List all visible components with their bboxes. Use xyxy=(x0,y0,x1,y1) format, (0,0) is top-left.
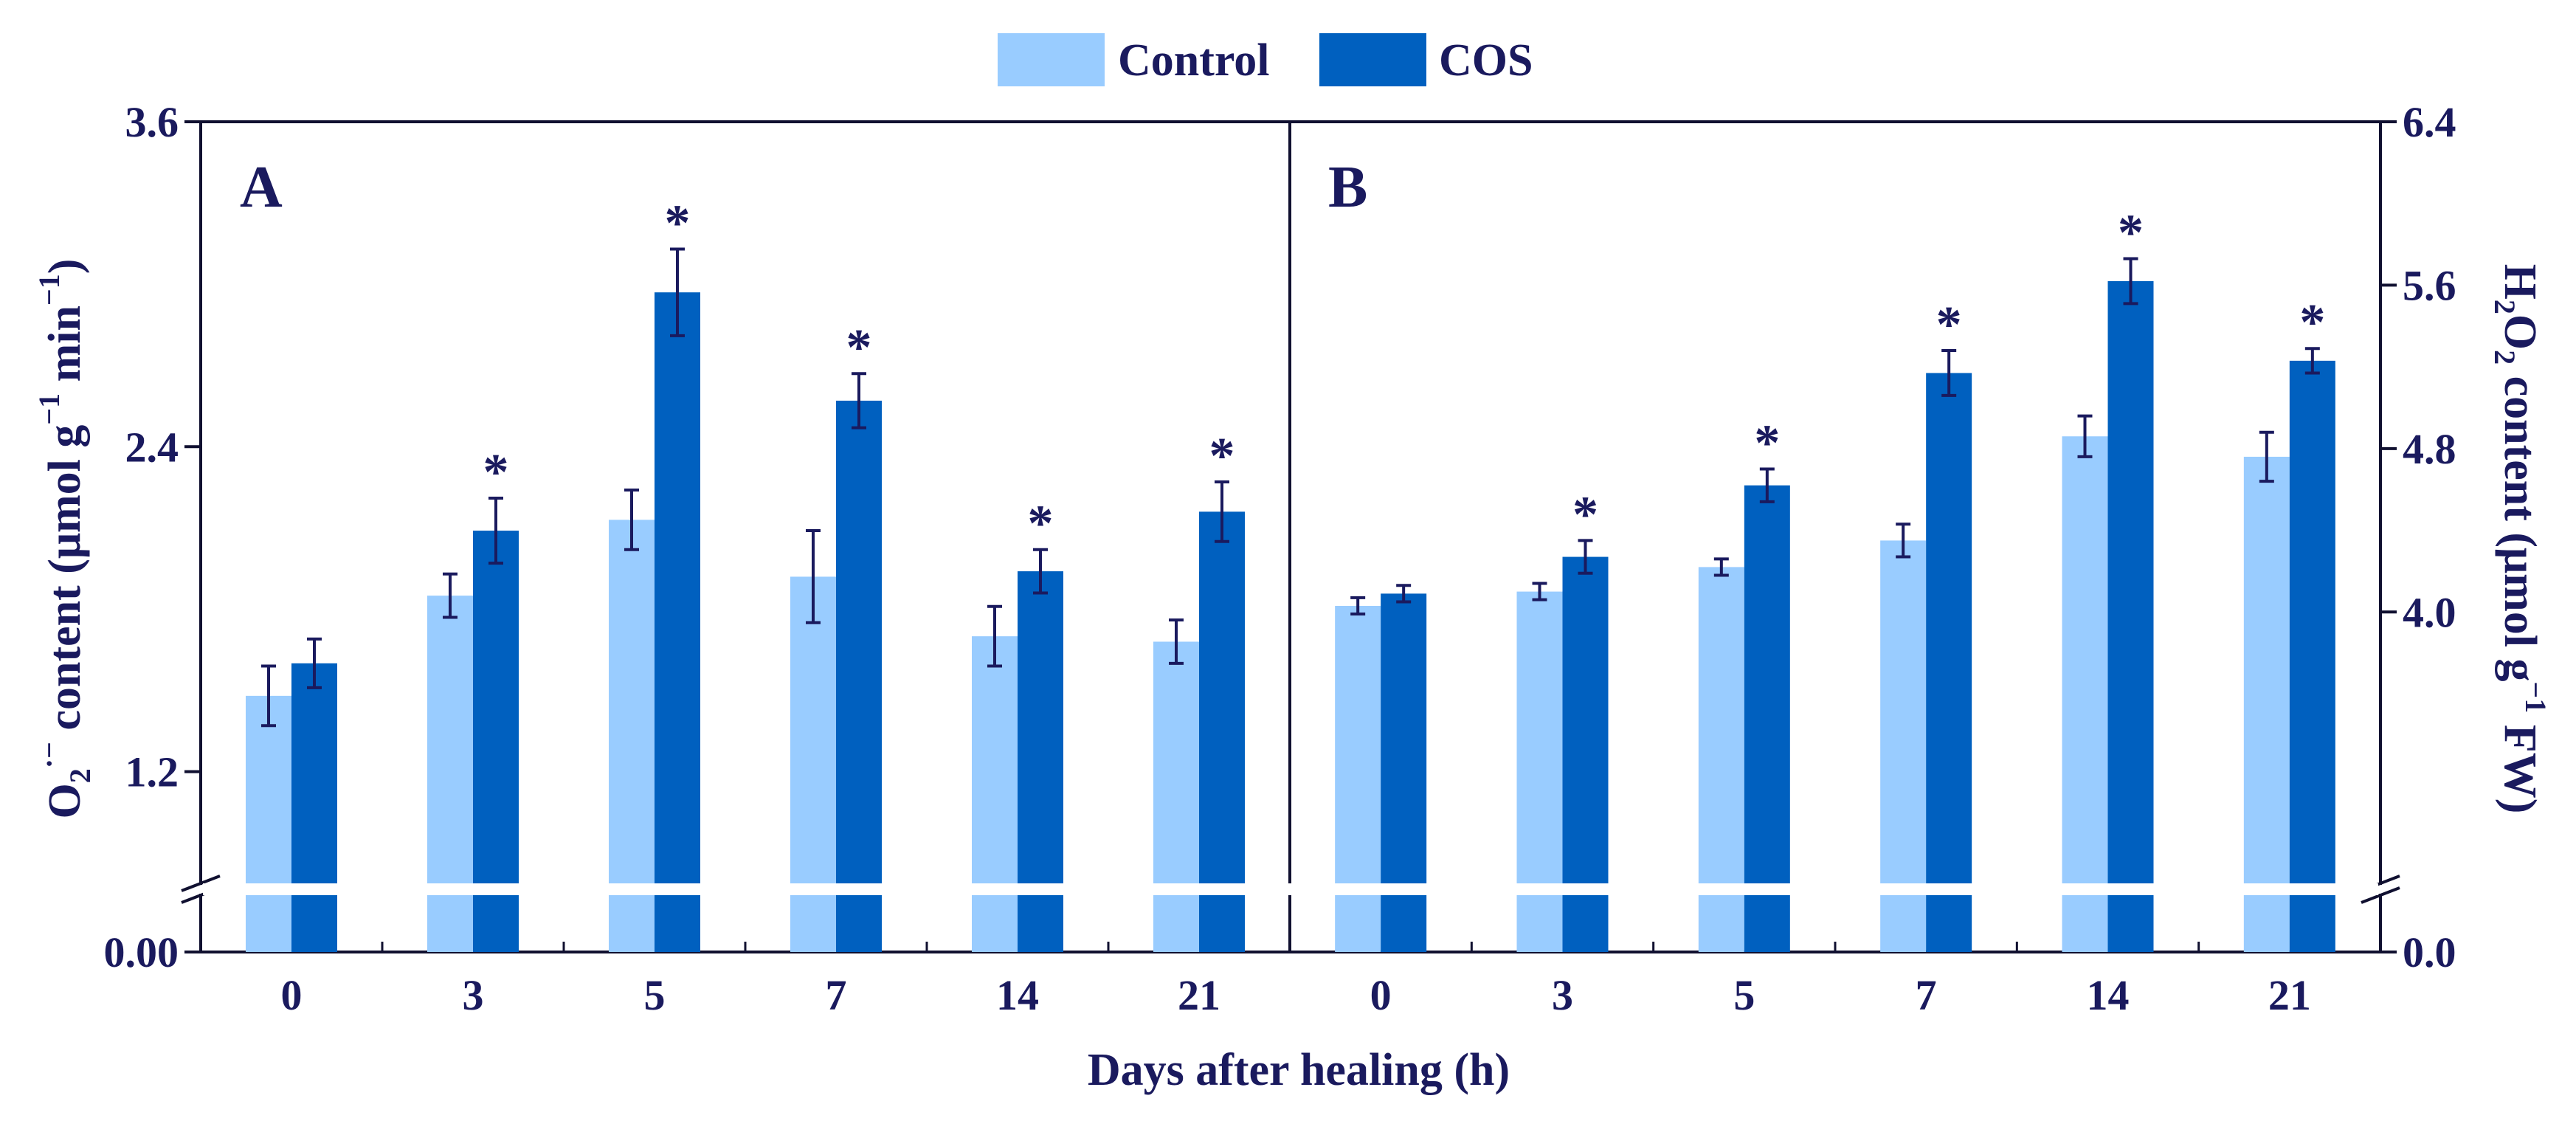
significance-star: * xyxy=(2118,204,2144,261)
x-tick-label: 7 xyxy=(1916,971,1937,1019)
bar-cos xyxy=(2289,360,2335,952)
bar-cos xyxy=(291,663,337,952)
legend-swatch-control xyxy=(998,33,1105,86)
y-tick-label: 1.2 xyxy=(125,748,179,796)
bar-control xyxy=(2243,456,2290,952)
bar-cos xyxy=(1926,373,1972,953)
bar-control xyxy=(972,636,1018,952)
x-tick-label: 3 xyxy=(463,971,484,1019)
plot-area: 3.62.41.20.000 3*5*7*14*21*6.45.64.84.00.… xyxy=(104,98,2456,1019)
y-axis-label-a: O2·− content (μmol g−1 min−1) xyxy=(32,259,97,819)
bar-control xyxy=(1335,605,1381,952)
x-tick-label: 0 xyxy=(281,971,303,1019)
bar-control xyxy=(2062,436,2108,952)
bar-cos xyxy=(1744,485,1790,952)
significance-star: * xyxy=(1572,486,1598,543)
bar-cos xyxy=(2107,280,2154,953)
y-label-a-sup: ·− xyxy=(32,742,66,768)
bar-control xyxy=(246,695,291,952)
y-tick-label-zero: 0.0 xyxy=(2403,928,2456,976)
y-label-b-sub2: 2 xyxy=(2488,350,2521,365)
x-tick-label: 21 xyxy=(2268,971,2311,1019)
significance-star: * xyxy=(483,444,509,501)
legend-swatch-cos xyxy=(1319,33,1426,86)
bar-control xyxy=(1516,591,1563,952)
axis-break-mark xyxy=(181,875,221,892)
y-tick-label: 6.4 xyxy=(2403,98,2456,146)
panel-label-a: A xyxy=(240,155,283,220)
significance-star: * xyxy=(846,320,872,376)
bar-cos xyxy=(1199,511,1245,952)
axis-break-mark xyxy=(2361,886,2400,904)
x-tick-label: 0 xyxy=(1370,971,1392,1019)
x-tick-label: 14 xyxy=(996,971,1039,1019)
bar-cos xyxy=(655,292,700,953)
significance-star: * xyxy=(1028,496,1054,553)
y-tick-label: 5.6 xyxy=(2403,261,2456,309)
y-tick-label-zero: 0.00 xyxy=(104,928,179,976)
y-label-b-sub: 2 xyxy=(2488,300,2521,314)
y-tick-label: 4.8 xyxy=(2403,425,2456,473)
y-label-a-sub: 2 xyxy=(63,768,97,783)
x-tick-label: 3 xyxy=(1552,971,1573,1019)
x-tick-label: 7 xyxy=(826,971,847,1019)
x-tick-label: 5 xyxy=(1733,971,1755,1019)
significance-star: * xyxy=(1209,428,1235,485)
significance-star: * xyxy=(665,195,691,252)
panel-label-b: B xyxy=(1328,155,1367,220)
bar-control xyxy=(1153,641,1199,952)
y-tick-label: 3.6 xyxy=(125,98,179,146)
y-axis-label-b: H2O2 content (μmol g−1 FW) xyxy=(2488,264,2552,814)
x-tick-label: 14 xyxy=(2087,971,2130,1019)
legend: Control COS xyxy=(998,33,1533,86)
x-axis-label: Days after healing (h) xyxy=(1088,1045,1510,1095)
axis-break-band xyxy=(203,883,2378,895)
bar-cos xyxy=(836,400,882,952)
bar-cos xyxy=(473,531,519,952)
bar-control xyxy=(790,576,836,952)
bar-control xyxy=(427,596,473,952)
bar-cos xyxy=(1381,593,1427,952)
bar-control xyxy=(609,520,655,952)
x-tick-label: 5 xyxy=(644,971,666,1019)
y-tick-label: 2.4 xyxy=(125,423,179,471)
y-label-a-sup2: −1 xyxy=(32,393,66,425)
y-label-b-sup: −1 xyxy=(2519,682,2552,714)
legend-label-cos: COS xyxy=(1439,35,1533,86)
legend-label-control: Control xyxy=(1118,35,1270,86)
significance-star: * xyxy=(2299,294,2325,351)
y-tick-label: 4.0 xyxy=(2403,588,2456,636)
significance-star: * xyxy=(1754,415,1780,472)
x-tick-label: 21 xyxy=(1178,971,1220,1019)
significance-star: * xyxy=(1936,297,1962,353)
y-label-a-sup3: −1 xyxy=(32,274,66,306)
